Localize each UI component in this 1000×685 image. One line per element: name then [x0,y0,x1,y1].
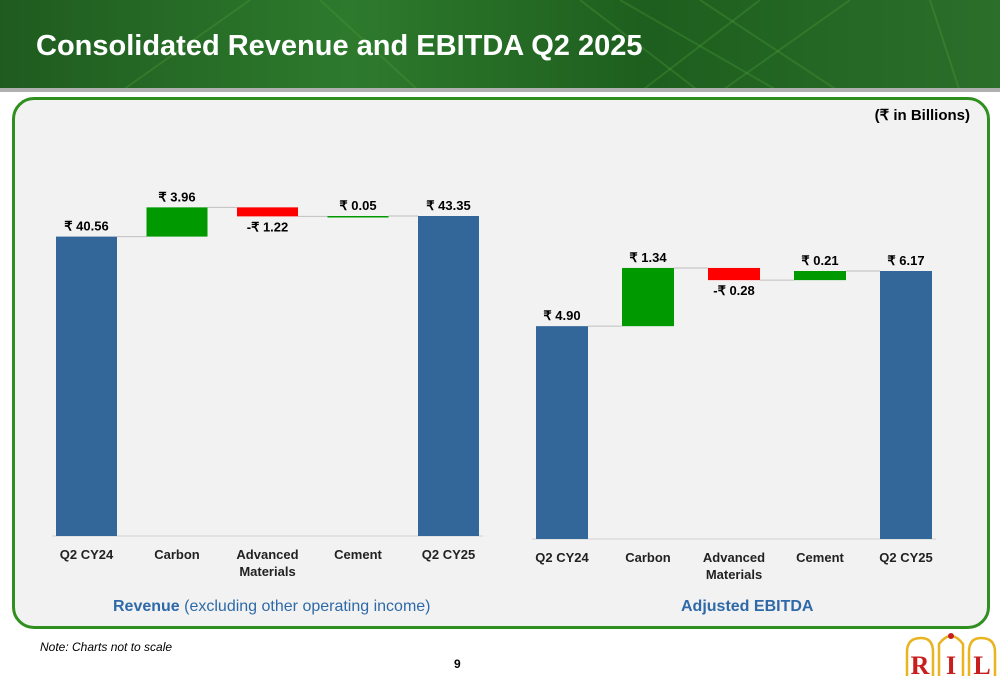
revenue-caption-rest: (excluding other operating income) [179,598,431,615]
data-label-0-2: -₹ 1.22 [247,219,289,234]
data-label-0-4: ₹ 43.35 [426,198,470,213]
tick-label-1-1: Carbon [625,550,671,565]
page-number: 9 [454,657,461,671]
ebitda-caption: Adjusted EBITDA [681,598,814,615]
footnote: Note: Charts not to scale [40,640,173,654]
data-label-1-1: ₹ 1.34 [629,250,667,265]
bar-0-4 [418,216,479,536]
tick-label-0-2: Advanced [236,547,298,562]
tick-label-0-0: Q2 CY24 [60,547,114,562]
slide-header: Consolidated Revenue and EBITDA Q2 2025 [0,0,1000,92]
svg-text:R: R [911,651,930,680]
revenue-caption: Revenue (excluding other operating incom… [113,598,431,616]
bar-0-3 [327,216,389,218]
tick-label-0-2-line2: Materials [239,564,295,579]
data-label-0-3: ₹ 0.05 [339,198,376,213]
tick-label-1-0: Q2 CY24 [535,550,589,565]
ebitda-waterfall-chart: ₹ 4.90 Q2 CY24 ₹ 1.34 Carbon -₹ 0.28 Advanced… [532,250,936,582]
bar-1-3 [794,271,846,281]
chart-panel [12,97,990,629]
tick-label-1-3: Cement [796,550,844,565]
tick-label-0-1: Carbon [154,547,200,562]
bar-1-2 [708,267,760,281]
bar-0-1 [146,207,208,237]
data-label-0-1: ₹ 3.96 [158,189,195,204]
bar-1-0 [536,326,588,539]
revenue-caption-bold: Revenue [113,598,180,615]
tick-label-0-3: Cement [334,547,382,562]
svg-text:L: L [973,651,990,680]
bar-1-1 [622,267,674,327]
tick-label-0-4: Q2 CY25 [422,547,475,562]
bar-0-0 [56,236,117,536]
data-label-1-3: ₹ 0.21 [801,253,838,268]
tick-label-1-2-line2: Materials [706,567,762,582]
header-divider [0,88,1000,92]
revenue-waterfall-chart: ₹ 40.56 Q2 CY24 ₹ 3.96 Carbon -₹ 1.22 Advance… [52,189,483,579]
ril-logo: R I L [905,633,997,680]
page-title: Consolidated Revenue and EBITDA Q2 2025 [36,30,643,62]
data-label-1-2: -₹ 0.28 [713,283,755,298]
data-label-1-4: ₹ 6.17 [887,253,924,268]
tick-label-1-2: Advanced [703,550,765,565]
header-background-pattern [119,0,961,92]
bar-0-2 [237,207,298,217]
svg-text:I: I [946,651,956,680]
data-label-1-0: ₹ 4.90 [543,308,580,323]
unit-label: (₹ in Billions) [874,107,970,124]
bar-1-4 [880,271,932,539]
data-label-0-0: ₹ 40.56 [64,219,108,234]
tick-label-1-4: Q2 CY25 [879,550,932,565]
